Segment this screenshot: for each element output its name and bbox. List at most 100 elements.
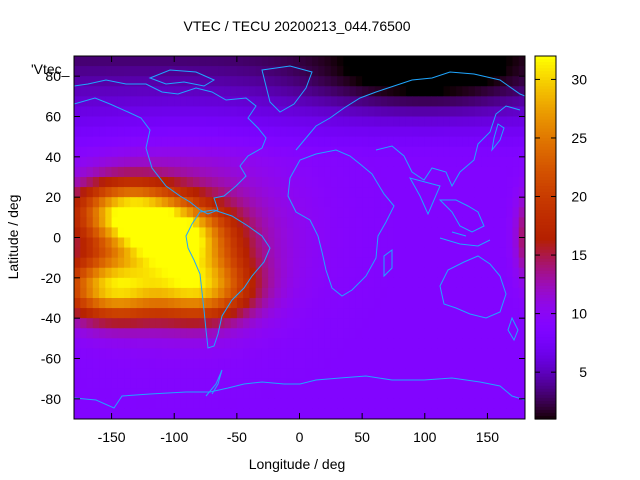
colorbar-step — [535, 158, 556, 163]
heatmap-cell — [462, 398, 470, 410]
heatmap-cell — [236, 166, 244, 178]
heatmap-cell — [74, 287, 81, 299]
heatmap-cell — [99, 106, 106, 118]
heatmap-cell — [324, 408, 332, 419]
heatmap-cell — [443, 338, 451, 350]
heatmap-cell — [199, 227, 207, 239]
heatmap-cell — [512, 207, 520, 218]
heatmap-cell — [124, 56, 131, 67]
heatmap-cell — [111, 96, 119, 108]
heatmap-cell — [487, 388, 495, 400]
heatmap-cell — [230, 378, 238, 390]
heatmap-cell — [355, 257, 363, 269]
heatmap-cell — [249, 56, 257, 67]
heatmap-cell — [99, 86, 106, 97]
heatmap-cell — [155, 66, 163, 77]
heatmap-cell — [230, 388, 238, 400]
heatmap-cell — [312, 177, 319, 188]
y-tick-label: -40 — [41, 310, 61, 326]
heatmap-cell — [349, 227, 357, 239]
heatmap-cell — [337, 187, 344, 198]
heatmap-cell — [462, 368, 470, 380]
heatmap-cell — [130, 126, 138, 138]
heatmap-cell — [80, 177, 88, 188]
heatmap-cell — [86, 368, 94, 380]
heatmap-cell — [80, 227, 88, 239]
heatmap-cell — [299, 166, 307, 178]
heatmap-cell — [268, 358, 276, 370]
heatmap-cell — [481, 217, 489, 229]
heatmap-cell — [236, 328, 244, 339]
heatmap-cell — [243, 217, 250, 229]
heatmap-cell — [249, 156, 257, 168]
heatmap-cell — [193, 257, 200, 269]
heatmap-cell — [80, 298, 88, 309]
heatmap-cell — [92, 76, 100, 87]
heatmap-cell — [86, 247, 94, 259]
heatmap-cell — [224, 267, 232, 279]
heatmap-cell — [161, 398, 169, 410]
heatmap-cell — [230, 56, 238, 67]
heatmap-cell — [518, 96, 525, 108]
heatmap-cell — [117, 76, 125, 87]
heatmap-cell — [437, 96, 445, 108]
heatmap-cell — [349, 126, 357, 138]
heatmap-cell — [399, 247, 407, 259]
heatmap-cell — [487, 207, 495, 218]
heatmap-cell — [124, 76, 131, 87]
heatmap-cell — [280, 156, 288, 168]
heatmap-cell — [261, 187, 269, 198]
vtec-heatmap — [74, 56, 525, 419]
heatmap-cell — [330, 177, 338, 188]
colorbar-step — [535, 164, 556, 169]
heatmap-cell — [374, 177, 382, 188]
heatmap-cell — [512, 116, 520, 128]
heatmap-cell — [174, 66, 182, 77]
heatmap-cell — [193, 126, 200, 138]
heatmap-cell — [205, 247, 213, 259]
heatmap-cell — [299, 146, 307, 158]
heatmap-cell — [499, 177, 507, 188]
heatmap-cell — [456, 207, 463, 218]
heatmap-cell — [355, 247, 363, 259]
heatmap-cell — [274, 328, 282, 339]
heatmap-cell — [312, 247, 319, 259]
colorbar-step — [535, 325, 556, 329]
heatmap-cell — [249, 398, 257, 410]
heatmap-cell — [274, 197, 282, 208]
heatmap-cell — [337, 76, 344, 87]
heatmap-cell — [86, 86, 94, 97]
heatmap-cell — [412, 76, 420, 87]
heatmap-cell — [499, 358, 507, 370]
heatmap-cell — [186, 398, 194, 410]
heatmap-cell — [506, 267, 514, 279]
heatmap-cell — [274, 348, 282, 360]
heatmap-cell — [286, 247, 294, 259]
heatmap-cell — [124, 338, 131, 350]
heatmap-cell — [92, 257, 100, 269]
heatmap-cell — [92, 348, 100, 360]
heatmap-cell — [105, 388, 113, 400]
heatmap-cell — [161, 106, 169, 118]
heatmap-cell — [99, 408, 106, 419]
heatmap-cell — [499, 66, 507, 77]
heatmap-cell — [506, 96, 514, 108]
heatmap-cell — [111, 126, 119, 138]
heatmap-cell — [193, 348, 200, 360]
heatmap-cell — [380, 348, 388, 360]
heatmap-cell — [305, 308, 313, 319]
y-tick-label: -20 — [41, 270, 61, 286]
heatmap-cell — [205, 136, 213, 148]
y-axis-label: Latitude / deg — [5, 195, 21, 280]
heatmap-cell — [124, 156, 131, 168]
heatmap-cell — [136, 126, 144, 138]
heatmap-cell — [230, 247, 238, 259]
heatmap-cell — [462, 287, 470, 299]
heatmap-cell — [249, 318, 257, 329]
heatmap-cell — [211, 146, 219, 158]
heatmap-cell — [92, 217, 100, 229]
heatmap-cell — [105, 298, 113, 309]
heatmap-cell — [456, 106, 463, 118]
heatmap-cell — [443, 156, 451, 168]
heatmap-cell — [374, 156, 382, 168]
